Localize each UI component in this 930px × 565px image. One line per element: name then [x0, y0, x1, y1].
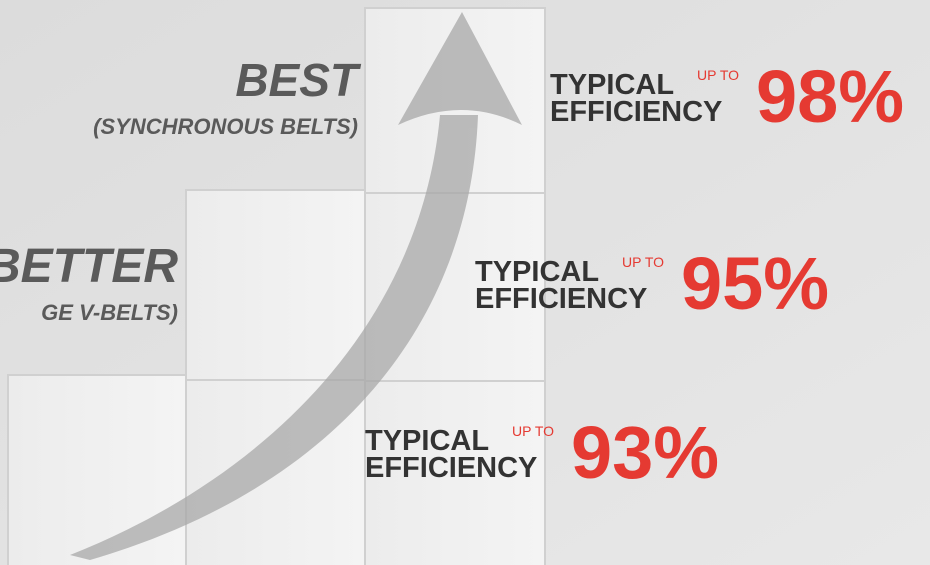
- efficiency-value: 93%: [571, 411, 719, 494]
- efficiency: EFFICIENCY: [475, 283, 647, 315]
- block: [186, 190, 365, 380]
- up-to: UP TO: [622, 254, 664, 270]
- up-to: UP TO: [697, 67, 739, 83]
- block: [8, 375, 186, 565]
- page: BEST (SYNCHRONOUS BELTS) BETTER GE V-BEL…: [0, 0, 930, 565]
- best-subtitle: (SYNCHRONOUS BELTS): [93, 114, 358, 139]
- best-title: BEST: [235, 54, 362, 106]
- efficiency-value: 98%: [756, 55, 904, 138]
- infographic: BEST (SYNCHRONOUS BELTS) BETTER GE V-BEL…: [0, 0, 930, 565]
- better-title: BETTER: [0, 240, 178, 293]
- up-to: UP TO: [512, 423, 554, 439]
- efficiency-value: 95%: [681, 242, 829, 325]
- efficiency: EFFICIENCY: [365, 452, 537, 484]
- efficiency: EFFICIENCY: [550, 96, 722, 128]
- better-subtitle: GE V-BELTS): [41, 300, 178, 325]
